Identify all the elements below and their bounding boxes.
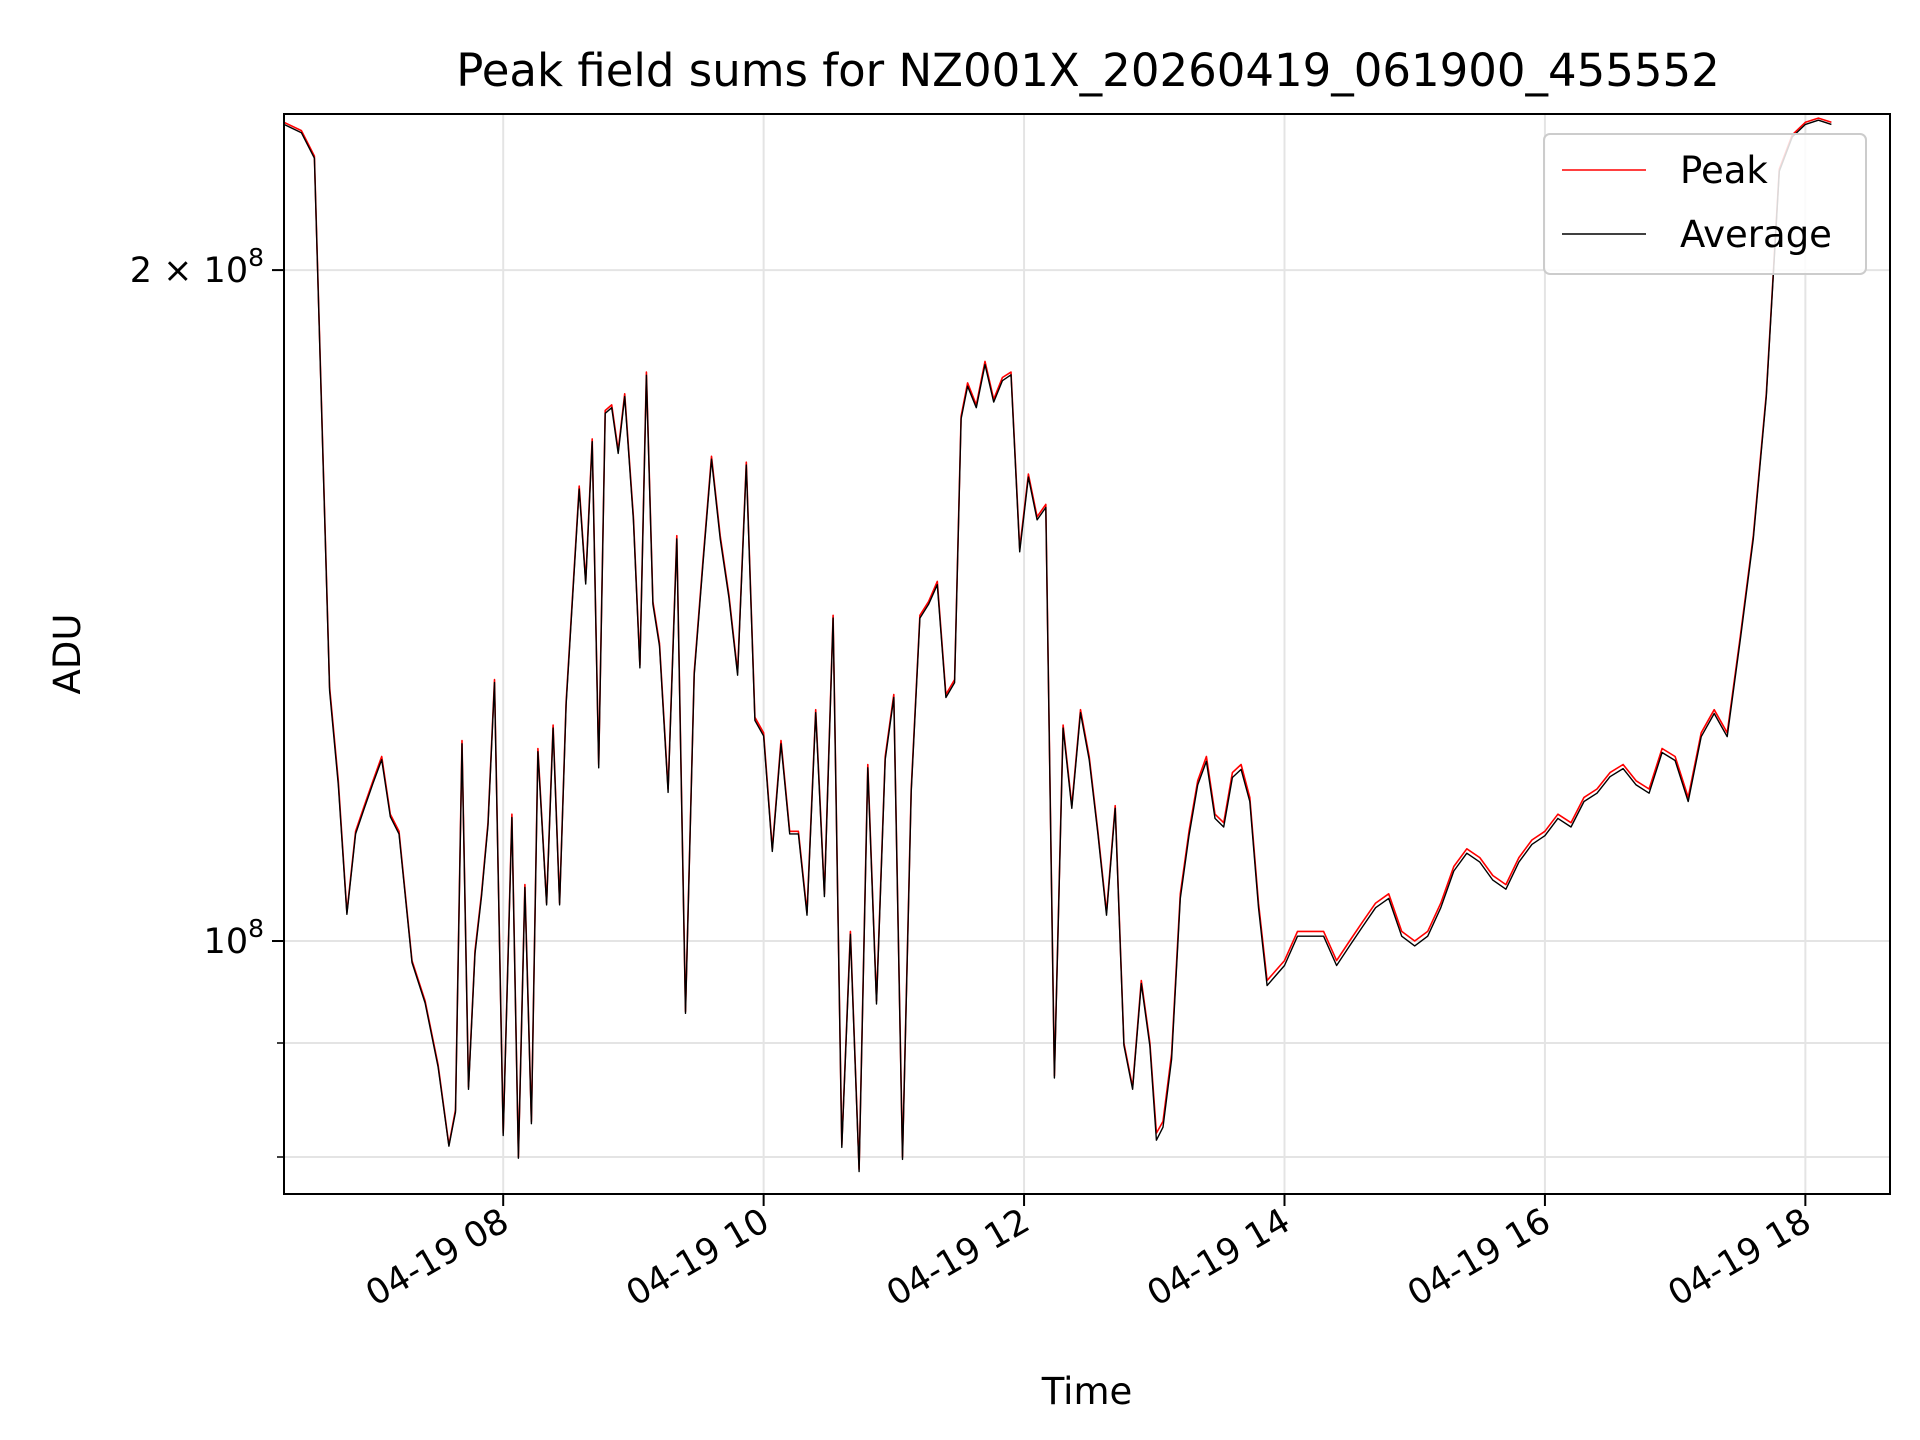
chart-title: Peak field sums for NZ001X_20260419_0619… <box>456 44 1720 97</box>
x-tick-label: 04-19 16 <box>1401 1201 1557 1314</box>
x-tick-label: 04-19 14 <box>1141 1201 1297 1314</box>
y-tick-label: 108 <box>204 914 264 962</box>
legend-peak-label: Peak <box>1680 149 1768 192</box>
series-line-average <box>283 119 1832 1173</box>
plot-frame <box>283 113 1891 1195</box>
axes: 04-19 08 04-19 10 04-19 12 04-19 14 04-19 16… <box>130 243 1818 1314</box>
x-tick-label: 04-19 12 <box>880 1201 1036 1314</box>
y-tick-label: 2 × 108 <box>130 243 264 291</box>
grid <box>284 114 1890 1194</box>
x-tick-label: 04-19 10 <box>620 1201 776 1314</box>
series-layer <box>283 117 1832 1173</box>
x-tick-label: 04-19 18 <box>1662 1201 1818 1314</box>
y-axis-label: ADU <box>46 614 89 695</box>
legend-box <box>1543 133 1867 275</box>
legend-average-label: Average <box>1680 213 1832 256</box>
x-axis-label: Time <box>1041 1370 1133 1413</box>
x-tick-label: 04-19 08 <box>359 1201 515 1314</box>
legend: Peak Average <box>1543 133 1867 275</box>
